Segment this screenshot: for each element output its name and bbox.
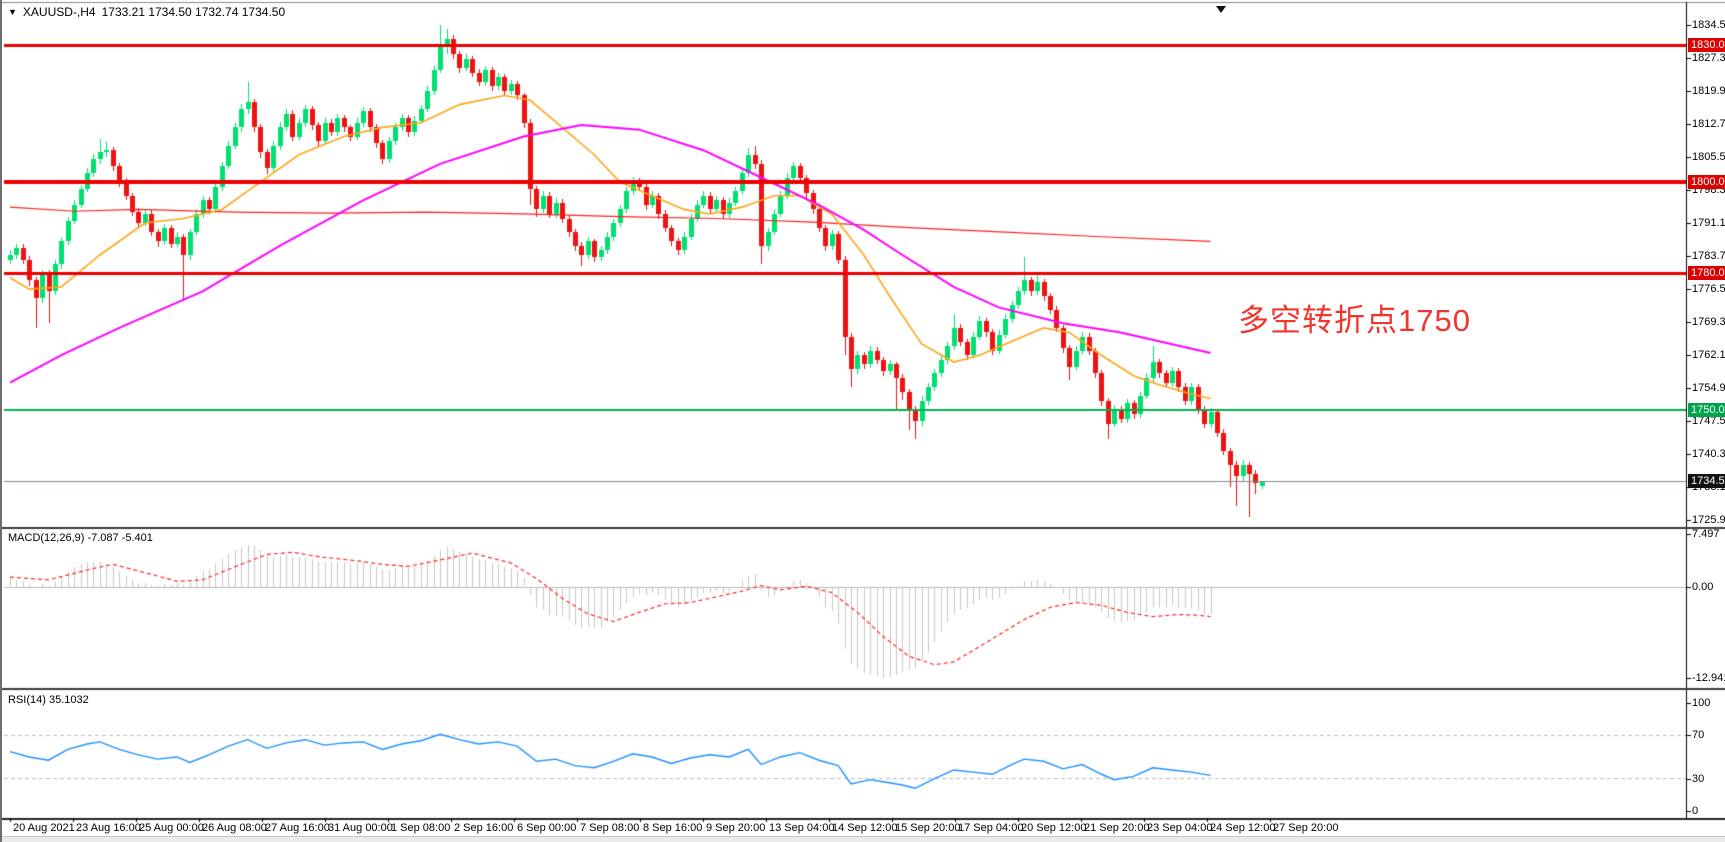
time-tick-label: 27 Aug 16:00 [265,822,330,834]
macd-tick-label: -12.941 [1692,672,1725,685]
price-tick-label: 1812.70 [1692,118,1725,131]
time-tick-label: 23 Sep 04:00 [1147,822,1213,834]
text-annotation[interactable]: 多空转折点1750 [1238,303,1471,338]
macd-tick-label: 7.497 [1692,527,1720,540]
time-tick-label: 21 Sep 20:00 [1084,822,1150,834]
price-tick-label: 1769.30 [1692,315,1725,328]
macd-indicator-label: MACD(12,26,9) -7.087 -5.401 [8,532,153,544]
time-tick-label: 20 Sep 12:00 [1021,822,1087,834]
price-tick-label: 1754.90 [1692,381,1725,394]
price-level-badge: 1780.00 [1688,266,1725,281]
symbol-dropdown-icon[interactable]: ▼ [8,7,17,17]
price-tick-label: 1819.90 [1692,85,1725,98]
price-level-badge: 1800.00 [1688,175,1725,190]
rsi-tick-label: 0 [1692,804,1699,817]
price-tick-label: 1776.50 [1692,283,1725,296]
time-tick-label: 24 Sep 12:00 [1210,822,1276,834]
time-tick-label: 20 Aug 2021 [13,822,75,834]
price-tick-label: 1740.30 [1692,448,1725,461]
price-tick-label: 1762.10 [1692,348,1725,361]
symbol-info-row: ▼ XAUUSD-,H4 1733.21 1734.50 1732.74 173… [8,5,285,19]
time-tick-label: 26 Aug 08:00 [202,822,267,834]
time-tick-label: 2 Sep 16:00 [454,822,514,834]
time-tick-label: 15 Sep 20:00 [895,822,961,834]
symbol-period-label: XAUUSD-,H4 [22,5,96,19]
time-tick-label: 1 Sep 08:00 [391,822,451,834]
time-tick-label: 9 Sep 20:00 [706,822,766,834]
time-tick-label: 13 Sep 04:00 [769,822,835,834]
time-tick-label: 7 Sep 08:00 [580,822,640,834]
time-tick-label: 25 Aug 00:00 [139,822,204,834]
price-tick-label: 1783.70 [1692,250,1725,263]
rsi-tick-label: 30 [1692,772,1705,785]
price-level-badge: 1830.00 [1688,38,1725,53]
time-tick-label: 31 Aug 00:00 [328,822,393,834]
price-tick-label: 1805.50 [1692,151,1725,163]
time-tick-label: 23 Aug 16:00 [76,822,141,834]
macd-tick-label: 0.00 [1692,580,1714,593]
time-tick-label: 6 Sep 00:00 [517,822,577,834]
current-price-badge: 1734.50 [1688,473,1725,488]
time-tick-label: 14 Sep 12:00 [832,822,898,834]
price-tick-label: 1798.30 [1692,183,1725,196]
ohlc-values-label: 1733.21 1734.50 1732.74 1734.50 [101,5,286,19]
time-tick-label: 17 Sep 04:00 [958,822,1024,834]
time-tick-label: 27 Sep 20:00 [1273,822,1339,834]
time-tick-label: 8 Sep 16:00 [643,822,703,834]
price-level-badge: 1750.00 [1688,402,1725,417]
chart-shift-marker-icon[interactable] [1216,6,1226,13]
price-tick-label: 1791.10 [1692,216,1725,229]
price-tick-label: 1747.50 [1692,415,1725,428]
window-bottom-edge [2,836,1725,842]
price-tick-label: 1827.30 [1692,51,1725,64]
rsi-tick-label: 70 [1692,729,1705,742]
price-tick-label: 1725.90 [1692,513,1725,526]
rsi-indicator-label: RSI(14) 35.1032 [8,694,89,706]
rsi-tick-label: 100 [1692,696,1711,709]
price-tick-label: 1834.50 [1692,18,1725,31]
